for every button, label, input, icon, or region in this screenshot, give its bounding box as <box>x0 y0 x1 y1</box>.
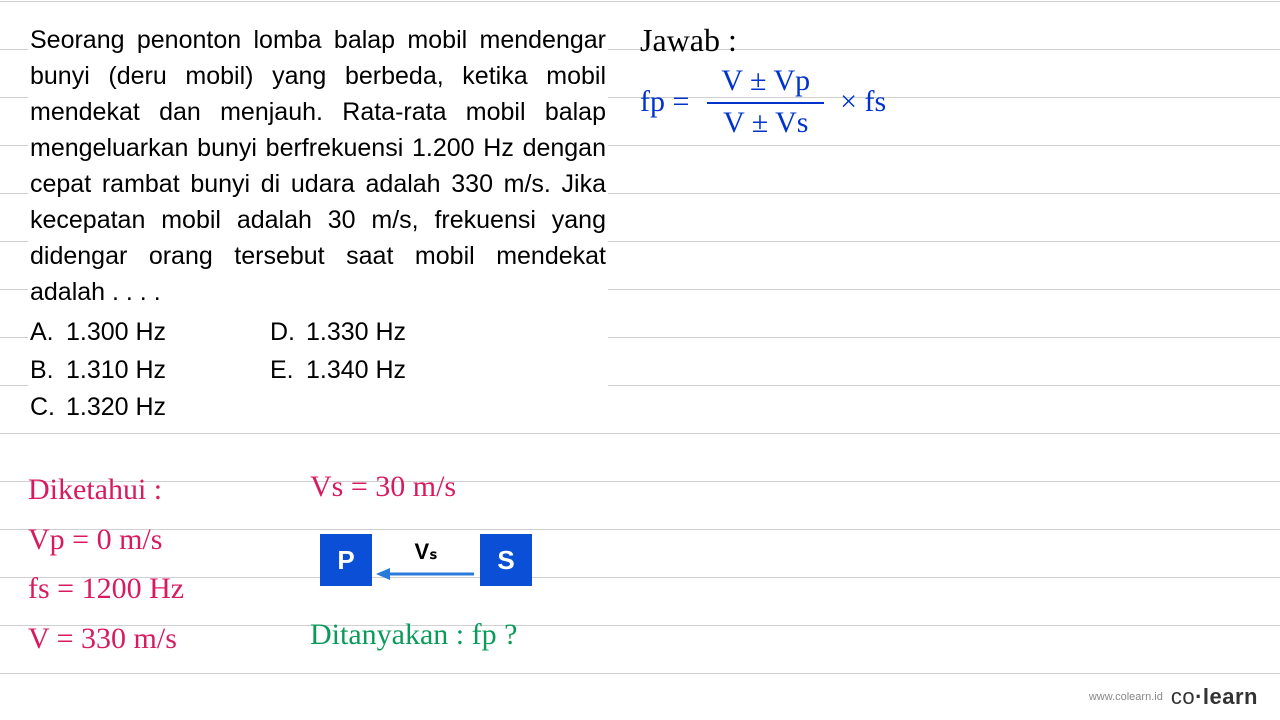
brand-learn: learn <box>1203 684 1258 709</box>
option-value: 1.310 Hz <box>66 352 166 390</box>
option-letter: B. <box>30 352 66 390</box>
option-a: A. 1.300 Hz <box>30 314 260 352</box>
formula-lhs: fp = <box>640 85 689 119</box>
asked-target: fp ? <box>472 618 518 651</box>
observer-box: P <box>320 534 372 586</box>
asked-block: Ditanyakan : fp ? <box>310 618 517 652</box>
velocity-diagram: P Vₛ S <box>320 534 532 586</box>
option-letter: E. <box>270 352 306 390</box>
option-e: E. 1.340 Hz <box>270 352 500 390</box>
option-value: 1.340 Hz <box>306 352 406 390</box>
footer: www.colearn.id co·learn <box>1089 684 1258 710</box>
option-letter: D. <box>270 314 306 352</box>
formula-numerator: V ± Vp <box>707 64 824 104</box>
arrow-icon <box>376 567 476 581</box>
option-b: B. 1.310 Hz <box>30 352 260 390</box>
question-block: Seorang penonton lomba balap mobil mende… <box>28 18 608 433</box>
given-title: Diketahui : <box>28 465 184 515</box>
footer-url: www.colearn.id <box>1089 691 1163 703</box>
doppler-formula: fp = V ± Vp V ± Vs × fs <box>640 64 886 140</box>
question-text: Seorang penonton lomba balap mobil mende… <box>30 22 606 310</box>
arrow-label: Vₛ <box>415 539 438 565</box>
formula-denominator: V ± Vs <box>709 104 822 140</box>
answer-block: Jawab : fp = V ± Vp V ± Vs × fs <box>640 22 886 140</box>
asked-label: Ditanyakan : <box>310 618 464 651</box>
option-value: 1.320 Hz <box>66 389 166 427</box>
given-fs: fs = 1200 Hz <box>28 564 184 614</box>
options-grid: A. 1.300 Hz D. 1.330 Hz B. 1.310 Hz E. 1… <box>30 314 606 427</box>
option-value: 1.300 Hz <box>66 314 166 352</box>
option-d: D. 1.330 Hz <box>270 314 500 352</box>
given-v: V = 330 m/s <box>28 614 184 664</box>
formula-rhs: × fs <box>840 85 886 119</box>
given-block: Diketahui : Vp = 0 m/s fs = 1200 Hz V = … <box>28 465 184 663</box>
given-vs: Vs = 30 m/s <box>310 470 456 504</box>
arrow-wrap: Vₛ <box>376 539 476 581</box>
brand-dot: · <box>1195 684 1203 709</box>
option-letter: A. <box>30 314 66 352</box>
source-box: S <box>480 534 532 586</box>
given-vp: Vp = 0 m/s <box>28 515 184 565</box>
option-letter: C. <box>30 389 66 427</box>
formula-fraction: V ± Vp V ± Vs <box>707 64 824 140</box>
answer-title: Jawab : <box>640 22 886 59</box>
option-value: 1.330 Hz <box>306 314 406 352</box>
brand-co: co <box>1171 684 1195 709</box>
footer-brand: co·learn <box>1171 684 1258 710</box>
option-c: C. 1.320 Hz <box>30 389 260 427</box>
